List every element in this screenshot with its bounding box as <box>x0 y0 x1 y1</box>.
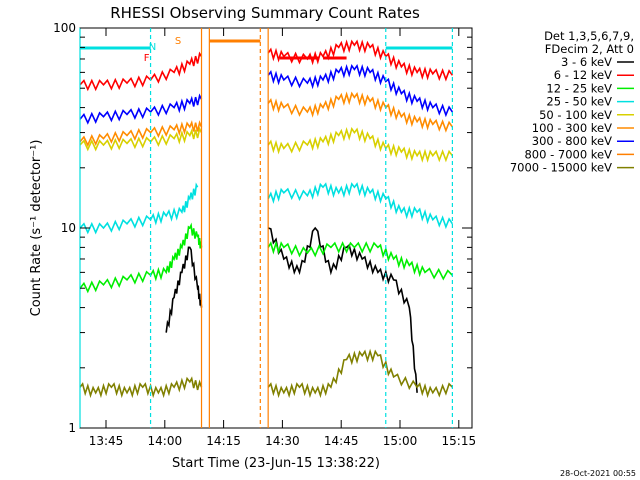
legend-label: 50 - 100 keV <box>539 108 612 122</box>
legend-label: 3 - 6 keV <box>561 55 612 69</box>
y-axis-label: Count Rate (s⁻¹ detector⁻¹) <box>29 140 44 317</box>
y-tick-label: 1 <box>68 421 76 435</box>
series-8 <box>79 348 453 399</box>
x-tick-label: 14:45 <box>324 434 359 448</box>
series-line <box>267 126 454 163</box>
series-line <box>267 39 454 82</box>
series-6 <box>79 63 454 125</box>
x-axis-label: Start Time (23-Jun-15 13:38:22) <box>172 456 380 471</box>
series-0 <box>165 226 418 393</box>
x-tick-label: 14:15 <box>206 434 241 448</box>
series-2 <box>79 222 453 294</box>
chart-title: RHESSI Observing Summary Count Rates <box>110 4 420 22</box>
y-tick-label: 10 <box>61 221 76 235</box>
series-line <box>79 376 203 399</box>
series-line <box>267 182 454 230</box>
series-3 <box>79 182 454 235</box>
flag-label-s: S <box>175 36 181 47</box>
y-tick-label: 100 <box>53 21 76 35</box>
series-line <box>267 348 453 399</box>
series-line <box>79 222 203 294</box>
overlay-layer: NF S <box>79 28 453 428</box>
x-tick-label: 14:00 <box>148 434 183 448</box>
timestamp: 28-Oct-2021 00:55 <box>560 469 636 478</box>
tick-layer: 13:45 14:00 14:15 14:30 14:45 15:00 15:15 1 10 10… <box>53 21 476 448</box>
legend-label: 6 - 12 keV <box>554 68 612 82</box>
x-tick-label: 15:00 <box>383 434 418 448</box>
legend-label: 7000 - 15000 keV <box>510 161 612 175</box>
legend-label: 300 - 800 keV <box>532 134 612 148</box>
legend: Det 1,3,5,6,7,9, FDecim 2, Att 0 3 - 6 k… <box>510 29 634 175</box>
x-tick-label: 13:45 <box>89 434 124 448</box>
legend-label: 100 - 300 keV <box>532 121 612 135</box>
plot-area: NFS 13:45 14:00 14:15 14:30 14:45 15:00 15:151… <box>53 21 476 448</box>
legend-label: 25 - 50 keV <box>546 95 612 109</box>
series-line <box>79 120 203 148</box>
series-line <box>79 51 203 92</box>
series-5 <box>79 91 454 148</box>
series-line <box>79 93 203 125</box>
series-line <box>267 240 453 281</box>
legend-header-line-2: FDecim 2, Att 0 <box>545 42 634 56</box>
legend-header-line-1: Det 1,3,5,6,7,9, <box>544 29 634 43</box>
flag-label-f: F <box>144 53 150 64</box>
series-4 <box>79 126 454 163</box>
plot-frame <box>79 27 473 429</box>
flag-label-n: N <box>149 42 156 53</box>
series-line <box>79 182 199 235</box>
x-tick-label: 14:30 <box>265 434 300 448</box>
series-line <box>267 226 418 393</box>
series-line <box>165 246 203 333</box>
series-layer <box>79 39 454 399</box>
series-line <box>267 63 454 118</box>
series-line <box>267 91 454 133</box>
x-tick-label: 15:15 <box>442 434 477 448</box>
legend-label: 800 - 7000 keV <box>524 147 612 161</box>
legend-label: 12 - 25 keV <box>546 81 612 95</box>
